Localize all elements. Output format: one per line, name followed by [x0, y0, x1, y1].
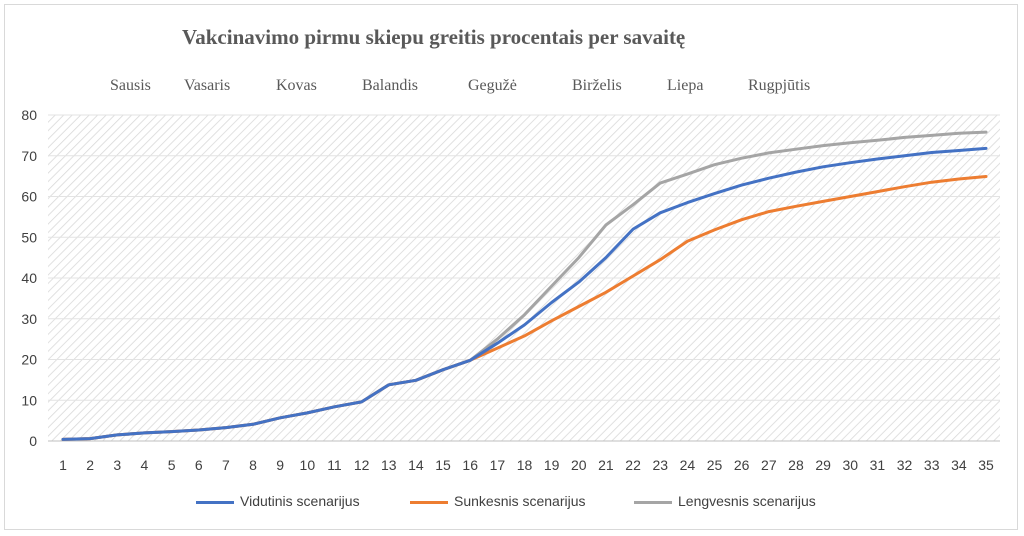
x-tick-label-15: 15	[435, 457, 451, 473]
x-tick-label-5: 5	[168, 457, 176, 473]
x-tick-label-9: 9	[276, 457, 284, 473]
x-tick-label-3: 3	[113, 457, 121, 473]
x-tick-label-29: 29	[815, 457, 831, 473]
x-tick-label-11: 11	[327, 457, 342, 473]
x-tick-label-27: 27	[761, 457, 777, 473]
x-tick-label-6: 6	[195, 457, 203, 473]
x-tick-label-10: 10	[300, 457, 316, 473]
x-tick-label-32: 32	[897, 457, 913, 473]
x-tick-label-28: 28	[788, 457, 804, 473]
x-tick-label-24: 24	[680, 457, 696, 473]
x-tick-label-31: 31	[870, 457, 886, 473]
y-tick-label-80: 80	[21, 107, 37, 123]
x-tick-label-34: 34	[951, 457, 967, 473]
y-tick-label-30: 30	[21, 311, 37, 327]
month-label-birzelis: Birželis	[572, 77, 622, 94]
x-tick-label-16: 16	[462, 457, 478, 473]
x-tick-label-19: 19	[544, 457, 560, 473]
x-tick-label-12: 12	[354, 457, 370, 473]
y-tick-label-40: 40	[21, 270, 37, 286]
y-tick-label-20: 20	[21, 352, 37, 368]
x-tick-label-30: 30	[842, 457, 858, 473]
y-tick-label-60: 60	[21, 189, 37, 205]
legend-label-sunkesnis: Sunkesnis scenarijus	[454, 493, 586, 509]
chart-title: Vakcinavimo pirmu skiepu greitis procent…	[182, 25, 686, 49]
x-tick-label-33: 33	[924, 457, 940, 473]
x-tick-label-2: 2	[86, 457, 94, 473]
month-label-kovas: Kovas	[276, 77, 317, 94]
legend-label-lengvesnis: Lengvesnis scenarijus	[678, 493, 816, 509]
x-tick-label-18: 18	[517, 457, 533, 473]
month-label-vasaris: Vasaris	[184, 77, 231, 94]
legend-label-vidutinis: Vidutinis scenarijus	[240, 493, 360, 509]
x-tick-label-23: 23	[652, 457, 668, 473]
month-label-balandis: Balandis	[362, 77, 418, 94]
month-label-rugpjutis: Rugpjūtis	[748, 77, 811, 94]
x-tick-label-7: 7	[222, 457, 230, 473]
y-tick-label-0: 0	[29, 433, 37, 449]
y-tick-label-70: 70	[21, 148, 37, 164]
month-label-geguze: Gegužė	[468, 77, 517, 94]
x-tick-label-4: 4	[141, 457, 149, 473]
x-tick-label-35: 35	[978, 457, 994, 473]
y-tick-label-10: 10	[21, 392, 37, 408]
x-tick-label-20: 20	[571, 457, 587, 473]
x-tick-label-8: 8	[249, 457, 257, 473]
x-tick-label-25: 25	[707, 457, 723, 473]
x-tick-label-1: 1	[59, 457, 67, 473]
x-tick-label-26: 26	[734, 457, 750, 473]
legend-swatch-sunkesnis	[410, 501, 448, 504]
month-label-liepa: Liepa	[667, 77, 704, 94]
x-tick-label-17: 17	[490, 457, 506, 473]
y-tick-label-50: 50	[21, 229, 37, 245]
legend-swatch-lengvesnis	[634, 501, 672, 504]
x-tick-label-13: 13	[381, 457, 397, 473]
x-tick-label-14: 14	[408, 457, 424, 473]
month-label-sausis: Sausis	[110, 77, 151, 94]
legend: Vidutinis scenarijus Sunkesnis scenariju…	[0, 492, 1024, 512]
x-tick-label-21: 21	[598, 457, 614, 473]
x-tick-label-22: 22	[625, 457, 641, 473]
legend-swatch-vidutinis	[196, 501, 234, 504]
series-line-vidutinis	[61, 146, 988, 441]
